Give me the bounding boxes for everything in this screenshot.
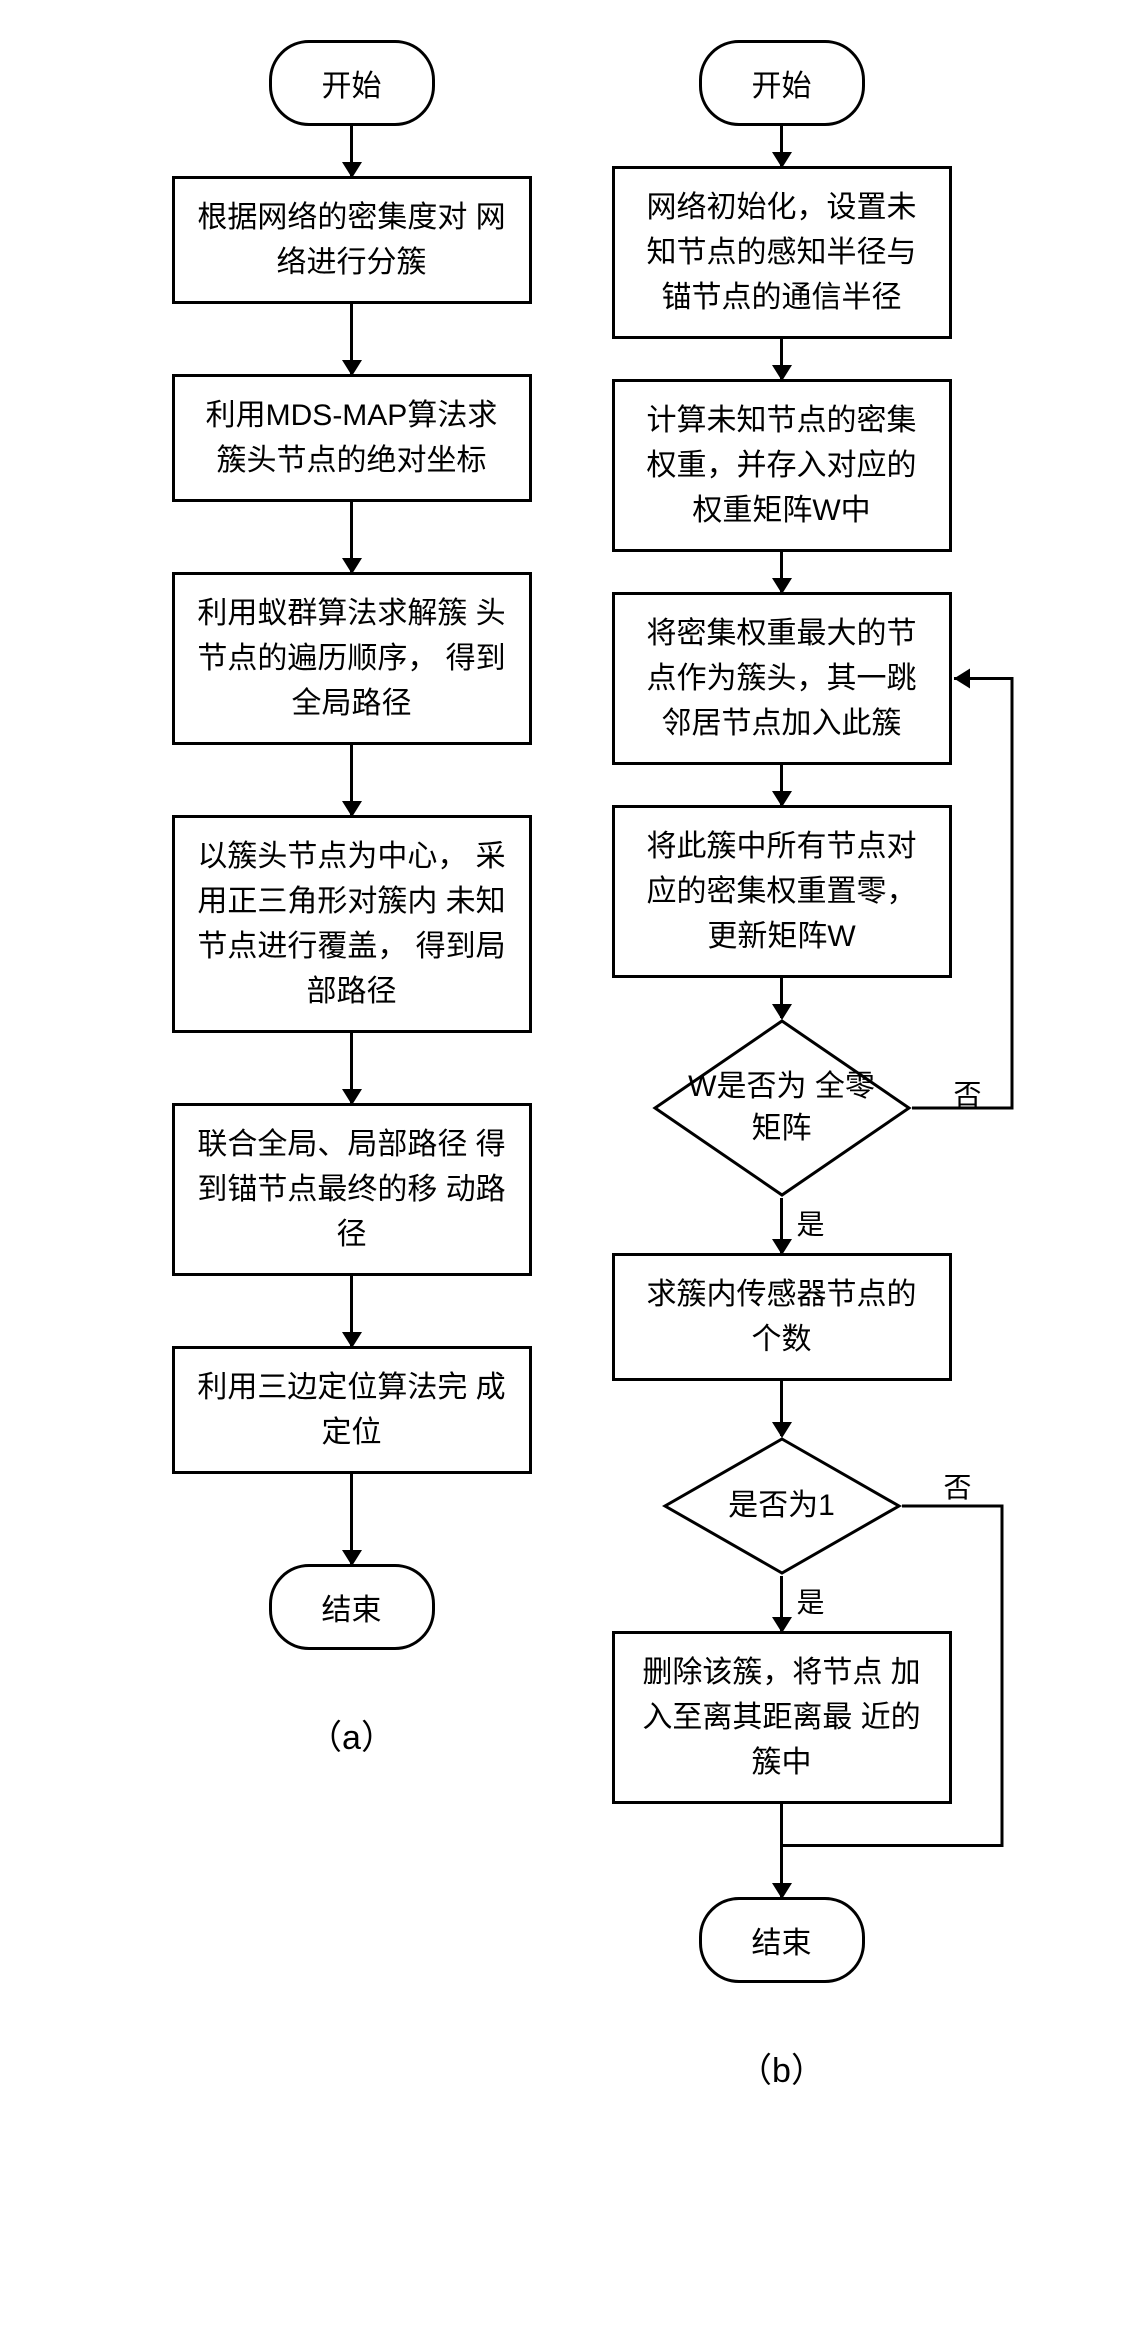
arrow [350,1276,353,1346]
process-step: 删除该簇，将节点 加入至离其距离最 近的簇中 [612,1631,952,1804]
arrow [350,126,353,176]
arrow [350,745,353,815]
process-step: 利用MDS-MAP算法求 簇头节点的绝对坐标 [172,374,532,502]
arrow [350,1033,353,1103]
branch-yes: 是 [797,1203,825,1243]
process-step: 利用三边定位算法完 成定位 [172,1346,532,1474]
start-terminator: 开始 [699,40,865,126]
decision-label: 是否为1 [698,1485,865,1527]
decision: 是否为1 否 是 [662,1436,902,1576]
arrow [780,126,783,166]
branch-no: 否 [953,1073,981,1113]
branch-no: 否 [943,1466,971,1506]
branch-yes: 是 [797,1581,825,1621]
arrow [780,1198,783,1253]
end-terminator: 结束 [269,1564,435,1650]
arrow [780,765,783,805]
flowchart-b: 开始 网络初始化，设置未 知节点的感知半径与 锚节点的通信半径 计算未知节点的密… [612,40,952,2092]
process-step: 计算未知节点的密集 权重，并存入对应的 权重矩阵W中 [612,379,952,552]
process-step: 根据网络的密集度对 网络进行分簇 [172,176,532,304]
process-step: 将密集权重最大的节 点作为簇头，其一跳 邻居节点加入此簇 [612,592,952,765]
process-step: 将此簇中所有节点对 应的密集权重置零， 更新矩阵W [612,805,952,978]
arrow [350,502,353,572]
process-step: 以簇头节点为中心， 采用正三角形对簇内 未知节点进行覆盖， 得到局部路径 [172,815,532,1033]
arrow [780,978,783,1018]
process-step: 利用蚁群算法求解簇 头节点的遍历顺序， 得到全局路径 [172,572,532,745]
line [780,1804,783,1844]
arrow [780,1847,783,1897]
process-step: 联合全局、局部路径 得到锚节点最终的移 动路径 [172,1103,532,1276]
arrow [350,304,353,374]
arrow [780,339,783,379]
arrow [350,1474,353,1564]
caption: （a） [308,1710,395,1759]
start-terminator: 开始 [269,40,435,126]
flowchart-a: 开始 根据网络的密集度对 网络进行分簇 利用MDS-MAP算法求 簇头节点的绝对… [172,40,532,2092]
caption: （b） [738,2043,825,2092]
process-step: 求簇内传感器节点的 个数 [612,1253,952,1381]
decision: W是否为 全零矩阵 否 是 [652,1018,912,1198]
process-step: 网络初始化，设置未 知节点的感知半径与 锚节点的通信半径 [612,166,952,339]
arrow [780,1381,783,1436]
arrow [780,1576,783,1631]
end-terminator: 结束 [699,1897,865,1983]
arrow [780,552,783,592]
decision-label: W是否为 全零矩阵 [652,1066,912,1150]
